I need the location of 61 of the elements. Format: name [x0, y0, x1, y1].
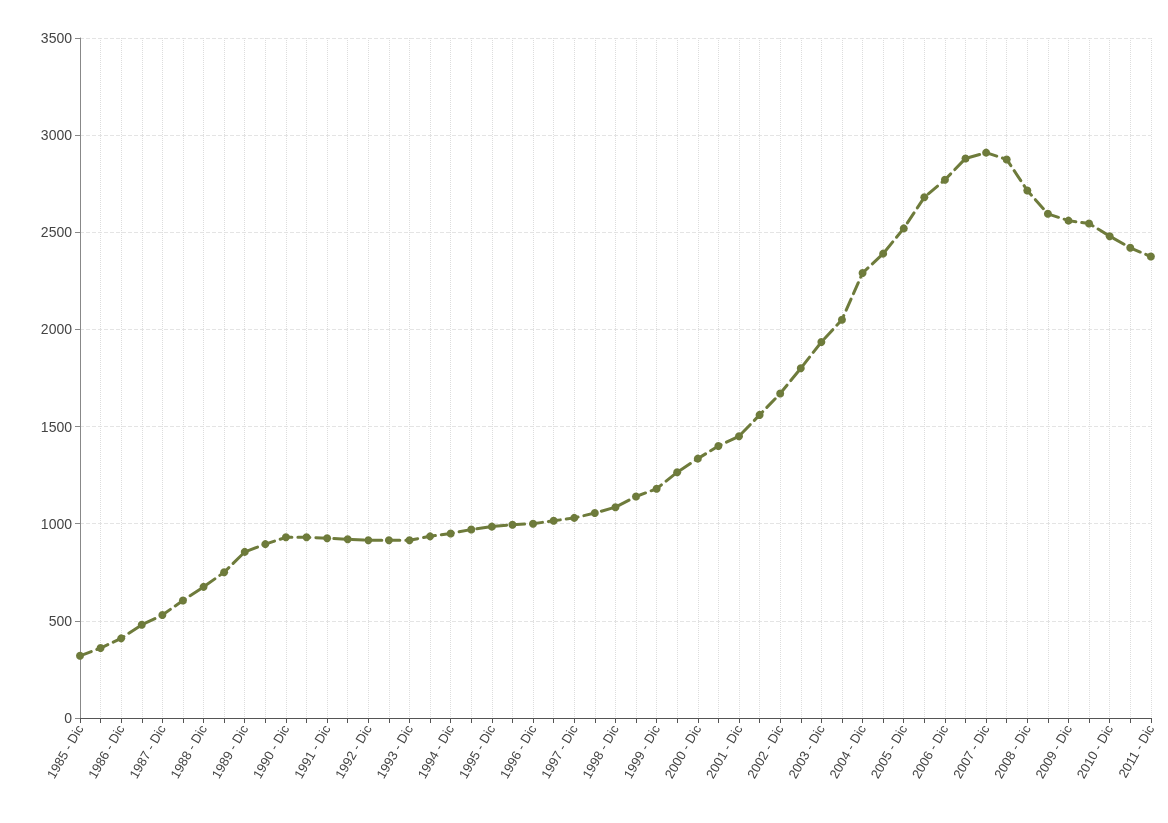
y-tick-label: 3500 [40, 30, 73, 46]
point [1023, 186, 1032, 195]
point [281, 533, 290, 542]
point [570, 513, 579, 522]
point [508, 520, 517, 529]
point [137, 620, 146, 629]
point [426, 532, 435, 541]
point [879, 249, 888, 258]
point [1105, 232, 1114, 241]
point [364, 536, 373, 545]
point [982, 148, 991, 157]
point [961, 154, 970, 163]
point [796, 364, 805, 373]
point [1043, 209, 1052, 218]
y-tick-label: 3000 [40, 127, 73, 144]
point [817, 338, 826, 347]
point [384, 536, 393, 545]
point [837, 315, 846, 324]
y-tick-label: 2000 [40, 321, 73, 338]
point [590, 509, 599, 518]
point [261, 540, 270, 549]
point [755, 410, 764, 419]
point [858, 269, 867, 278]
point [549, 516, 558, 525]
point [158, 611, 167, 620]
point [117, 634, 126, 643]
point [405, 536, 414, 545]
point [920, 193, 929, 202]
point [240, 547, 249, 556]
point [199, 582, 208, 591]
point [652, 484, 661, 493]
y-tick-label: 1500 [40, 418, 73, 435]
point [1085, 219, 1094, 228]
point [632, 492, 641, 501]
point [693, 454, 702, 463]
point [529, 519, 538, 528]
y-tick-label: 0 [64, 710, 73, 726]
point [1126, 243, 1135, 252]
point [611, 503, 620, 512]
point [220, 568, 229, 577]
point [343, 535, 352, 544]
point [1064, 216, 1073, 225]
point [714, 442, 723, 450]
point [776, 389, 785, 398]
point [178, 596, 187, 605]
point [1002, 155, 1011, 164]
point [899, 224, 908, 233]
point [302, 533, 311, 542]
y-tick-label: 2500 [40, 224, 73, 241]
point [446, 529, 455, 538]
point [96, 644, 105, 653]
point [487, 522, 496, 531]
point [940, 175, 949, 184]
y-tick-label: 1000 [40, 515, 73, 532]
point [735, 432, 743, 441]
point [323, 534, 332, 543]
point [467, 525, 476, 534]
point [673, 468, 682, 477]
y-tick-label: 500 [48, 612, 73, 629]
point [76, 651, 84, 660]
point [1146, 252, 1155, 261]
